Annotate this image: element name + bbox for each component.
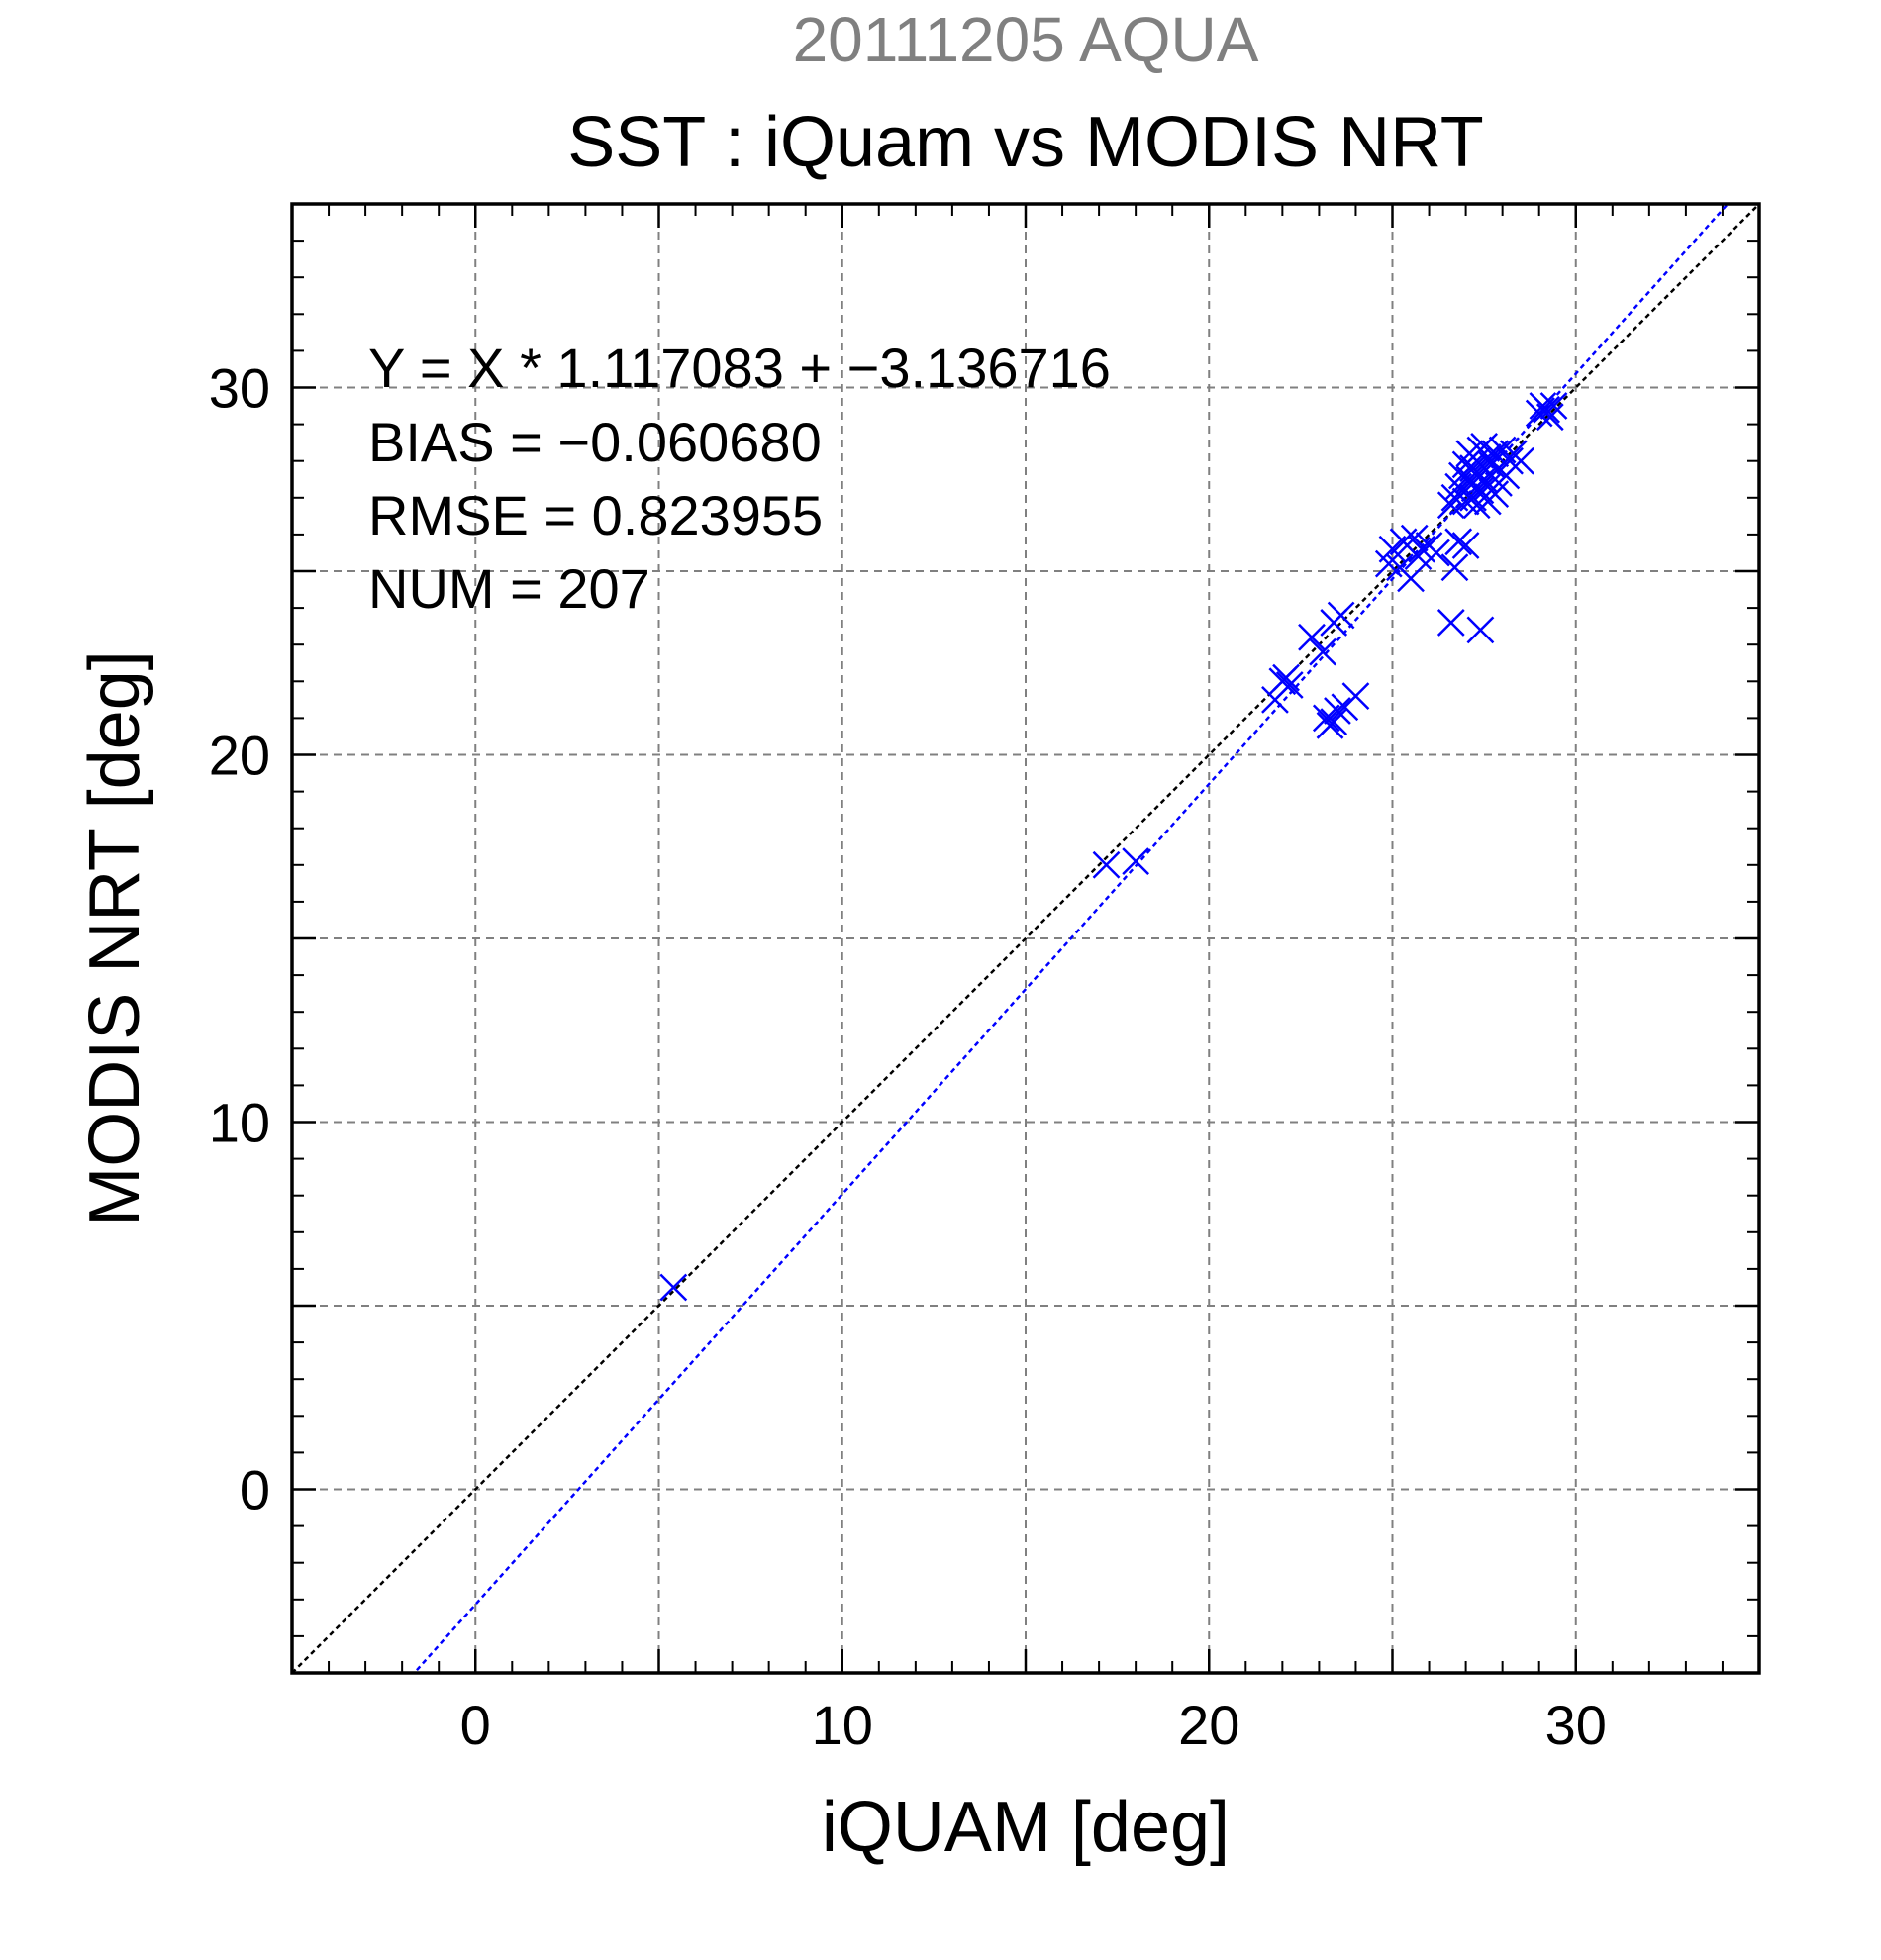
data-point — [1473, 487, 1502, 516]
y-tick-labels: 0 10 20 30 — [209, 357, 270, 1521]
data-point-stroke — [1092, 850, 1121, 879]
data-point-stroke — [1466, 616, 1495, 644]
data-point — [1525, 399, 1553, 428]
x-axis-label: iQUAM [deg] — [822, 1788, 1230, 1867]
data-point — [1324, 697, 1351, 725]
data-point-stroke — [1496, 446, 1524, 475]
annotation-bias: BIAS = −0.060680 — [368, 411, 822, 473]
data-point-stroke — [1320, 708, 1348, 735]
data-point-stroke — [1533, 395, 1560, 424]
data-point — [1397, 564, 1425, 593]
data-point — [1451, 532, 1480, 559]
identity-line — [292, 204, 1759, 1673]
data-point — [1470, 432, 1499, 460]
y-tick-label: 20 — [209, 725, 270, 787]
data-point — [1448, 476, 1476, 505]
y-tick-label: 10 — [209, 1092, 270, 1154]
annotation-num: NUM = 207 — [368, 557, 650, 620]
data-point-stroke — [1473, 487, 1502, 516]
data-point-stroke — [1539, 392, 1568, 420]
y-tick-label: 30 — [209, 357, 270, 420]
data-point — [1320, 708, 1348, 735]
data-point — [1298, 623, 1326, 651]
data-point — [1459, 454, 1487, 483]
data-point-stroke — [1477, 450, 1506, 479]
data-point-stroke — [1507, 446, 1535, 475]
data-point-stroke — [1423, 539, 1450, 567]
data-point-stroke — [659, 1273, 688, 1302]
data-point-stroke — [1397, 564, 1425, 593]
data-point — [659, 1273, 688, 1302]
x-tick-labels: 0 10 20 30 — [460, 1694, 1607, 1756]
chart-subtitle: 20111205 AQUA — [793, 4, 1259, 75]
x-tick-label: 10 — [812, 1694, 873, 1756]
data-point — [1122, 847, 1150, 875]
y-tick-label: 0 — [240, 1459, 270, 1521]
data-point-stroke — [1448, 476, 1476, 505]
data-point-stroke — [1272, 663, 1300, 692]
data-point — [1092, 850, 1121, 879]
data-point-stroke — [1122, 847, 1150, 875]
data-point — [1423, 539, 1450, 567]
reference-lines — [292, 204, 1759, 1673]
data-point-stroke — [1309, 637, 1336, 666]
data-point-stroke — [1389, 528, 1418, 556]
data-point — [1539, 392, 1568, 420]
data-point — [1436, 609, 1465, 637]
data-points — [659, 392, 1568, 1302]
data-point-stroke — [1525, 399, 1553, 428]
chart-title: SST : iQuam vs MODIS NRT — [567, 103, 1484, 182]
data-point-stroke — [1444, 528, 1473, 556]
data-point — [1535, 403, 1564, 432]
data-point — [1272, 663, 1300, 692]
data-point-stroke — [1400, 524, 1429, 552]
x-tick-label: 0 — [460, 1694, 491, 1756]
data-point — [1309, 637, 1336, 666]
data-point-stroke — [1451, 487, 1480, 516]
data-point-stroke — [1320, 609, 1348, 637]
data-point — [1477, 450, 1506, 479]
data-point-stroke — [1408, 535, 1436, 563]
data-point — [1507, 446, 1535, 475]
data-point-stroke — [1488, 436, 1517, 464]
data-point — [1320, 609, 1348, 637]
data-point-stroke — [1341, 682, 1370, 711]
data-point — [1341, 682, 1370, 711]
x-tick-label: 30 — [1545, 1694, 1607, 1756]
fit-line — [412, 204, 1730, 1673]
data-point-stroke — [1298, 623, 1326, 651]
annotation-fit-equation: Y = X * 1.117083 + −3.136716 — [368, 337, 1111, 399]
data-point-stroke — [1535, 403, 1564, 432]
data-point — [1440, 553, 1469, 582]
data-point — [1533, 395, 1560, 424]
data-point-stroke — [1440, 553, 1469, 582]
data-point-stroke — [1324, 697, 1351, 725]
data-point-stroke — [1275, 671, 1304, 699]
data-point — [1275, 671, 1304, 699]
data-point-stroke — [1436, 609, 1465, 637]
plot-frame — [290, 202, 1761, 1675]
data-point-stroke — [1459, 454, 1487, 483]
minor-ticks — [292, 204, 1759, 1673]
y-axis-label: MODIS NRT [deg] — [75, 650, 154, 1226]
annotation-rmse: RMSE = 0.823955 — [368, 484, 823, 546]
data-point-stroke — [1462, 491, 1491, 520]
data-point — [1496, 446, 1524, 475]
data-point — [1444, 528, 1473, 556]
x-tick-label: 20 — [1178, 1694, 1239, 1756]
data-point — [1466, 616, 1495, 644]
data-point-stroke — [1451, 532, 1480, 559]
data-point-stroke — [1470, 432, 1499, 460]
